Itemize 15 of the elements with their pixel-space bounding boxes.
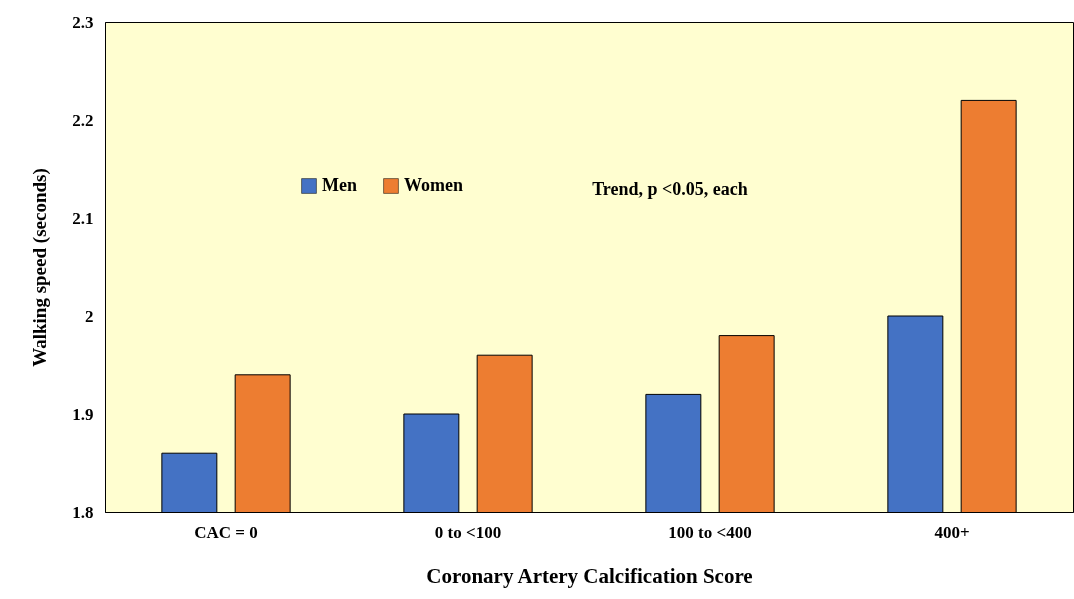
x-tick-label: 0 to <100 (434, 522, 502, 542)
y-tick-label: 2.3 (72, 12, 94, 32)
x-tick-label: CAC = 0 (194, 522, 258, 542)
y-axis-title: Walking speed (seconds) (29, 168, 52, 367)
y-tick-label: 1.9 (72, 404, 94, 424)
y-tick-label: 2.1 (72, 208, 94, 228)
y-tick-label: 2.2 (72, 110, 94, 130)
annotation: Trend, p <0.05, each (592, 179, 748, 199)
legend-label: Men (322, 175, 357, 195)
legend-label: Women (404, 175, 464, 195)
x-tick-label: 100 to <400 (668, 522, 752, 542)
x-axis-title: Coronary Artery Calcification Score (426, 563, 753, 588)
x-tick-label: 400+ (934, 522, 970, 542)
y-tick-label: 1.8 (72, 502, 94, 522)
y-tick-label: 2 (85, 306, 94, 326)
